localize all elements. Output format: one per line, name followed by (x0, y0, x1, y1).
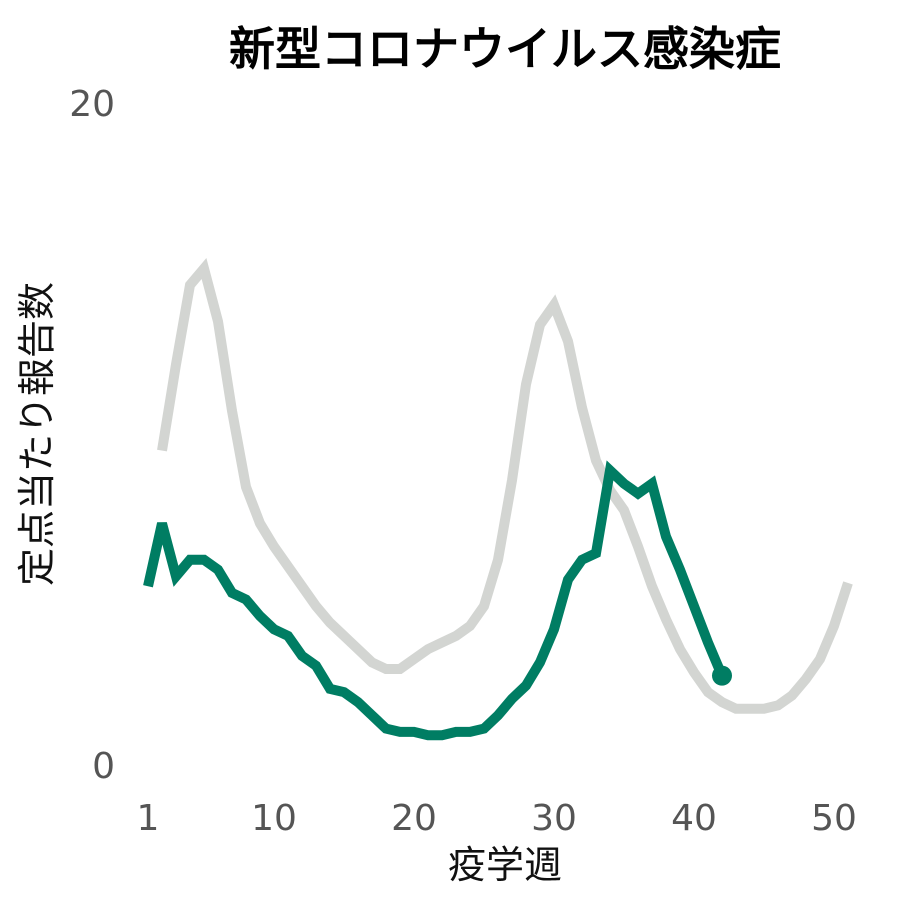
x-tick-label: 20 (391, 798, 437, 839)
x-tick-label: 1 (137, 798, 160, 839)
y-axis-label: 定点当たり報告数 (15, 282, 59, 586)
x-tick-label: 50 (811, 798, 857, 839)
y-tick-label: 20 (69, 84, 115, 125)
latest-point-marker (712, 665, 732, 686)
series-line-1 (157, 257, 853, 714)
y-tick-label: 0 (92, 746, 115, 787)
x-tick-label: 30 (531, 798, 577, 839)
chart-title: 新型コロナウイルス感染症 (229, 22, 781, 76)
x-tick-label: 10 (251, 798, 297, 839)
series-line-2 (143, 460, 727, 741)
x-tick-label: 40 (671, 798, 717, 839)
x-axis-label: 疫学週 (448, 843, 562, 887)
